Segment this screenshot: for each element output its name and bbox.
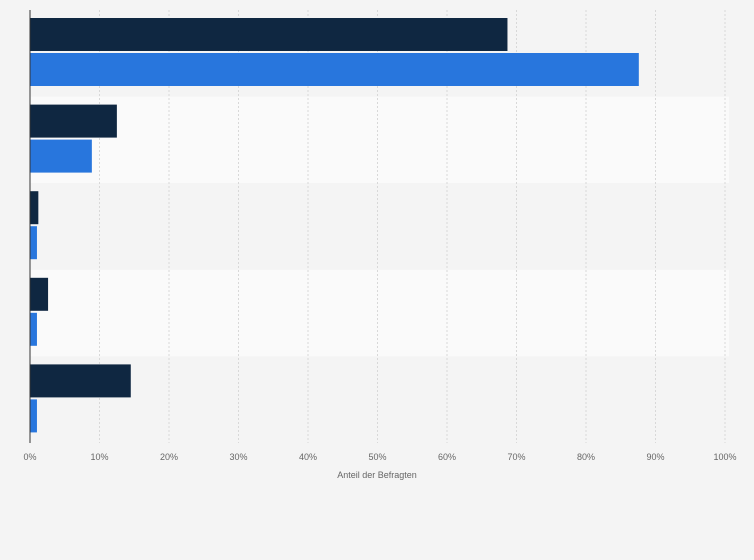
x-tick-label: 100% [713,452,736,462]
bar-series-1-category-4[interactable] [30,277,49,311]
x-tick-label: 0% [23,452,36,462]
category-band [30,183,729,270]
x-tick-label: 40% [299,452,317,462]
x-tick-label: 20% [160,452,178,462]
bar-series-2-category-4[interactable] [30,312,37,346]
x-tick-label: 30% [229,452,247,462]
bar-series-2-category-2[interactable] [30,139,92,173]
bar-series-1-category-3[interactable] [30,191,39,225]
category-band [30,356,729,443]
x-tick-label: 80% [577,452,595,462]
bar-series-2-category-3[interactable] [30,226,37,260]
category-band [30,269,729,357]
x-tick-labels: 0% 10% 20% 30% 40% 50% 60% 70% 80% 90% 100% [23,452,736,462]
bar-series-2-category-1[interactable] [30,53,639,86]
bar-series-1-category-2[interactable] [30,104,117,138]
bars [30,18,639,433]
bar-series-1-category-1[interactable] [30,18,508,51]
x-tick-label: 70% [507,452,525,462]
category-band [30,96,729,184]
x-tick-label: 90% [646,452,664,462]
x-tick-label: 50% [368,452,386,462]
bar-series-1-category-5[interactable] [30,364,131,398]
x-tick-label: 10% [90,452,108,462]
x-axis-title: Anteil der Befragten [337,470,417,480]
bar-series-2-category-5[interactable] [30,399,37,433]
category-bands [30,10,729,443]
x-tick-label: 60% [438,452,456,462]
